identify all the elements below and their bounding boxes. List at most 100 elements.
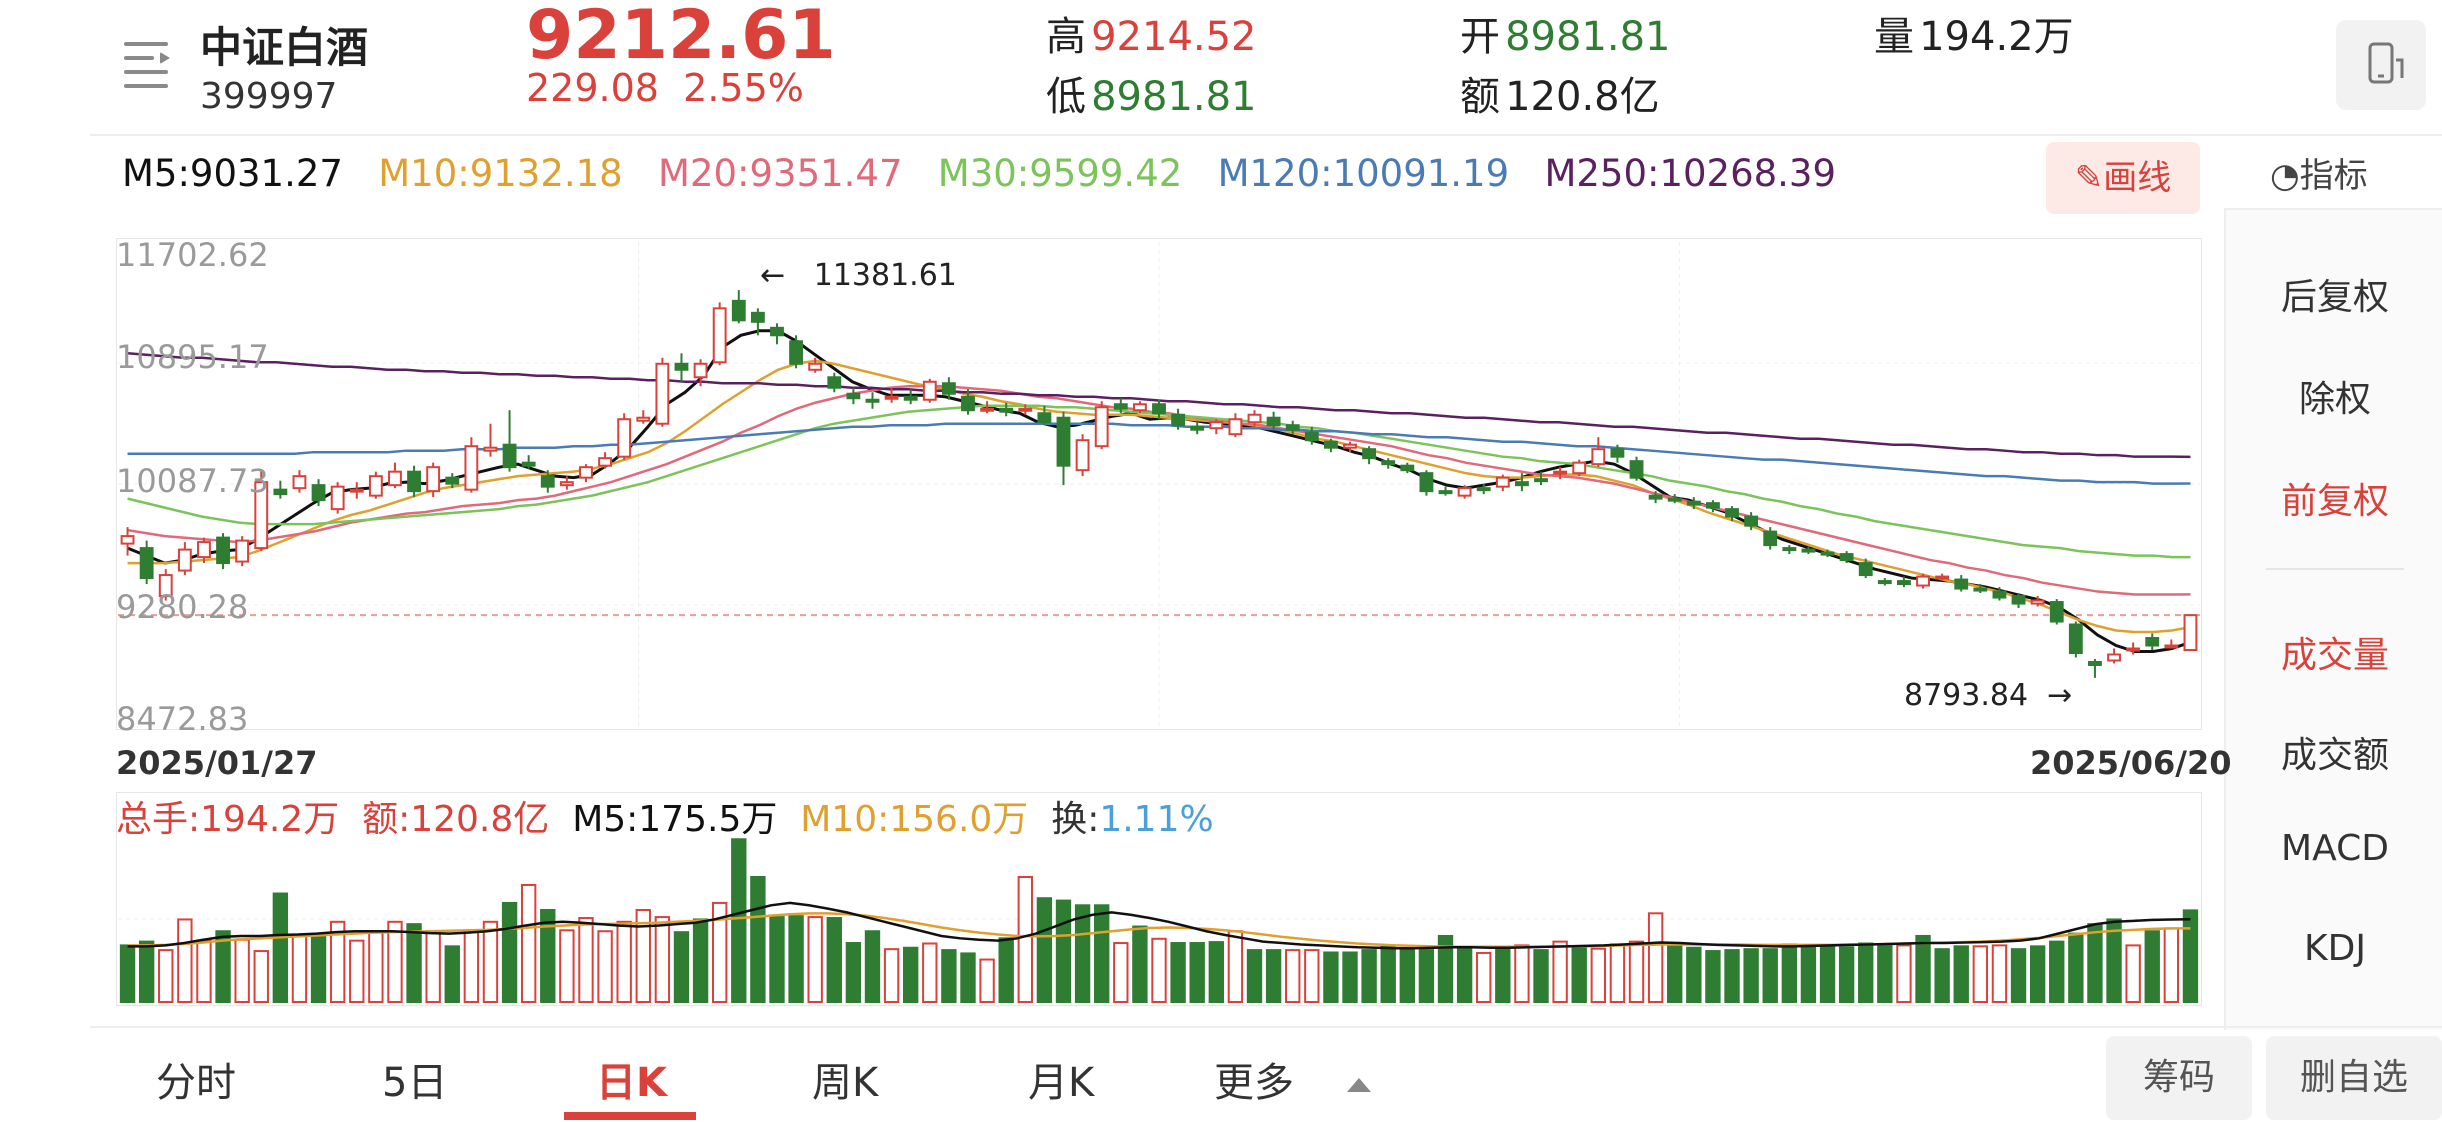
indicator-button[interactable]: ◔指标 [2270,148,2368,197]
indicator-label: 指标 [2299,156,2368,196]
side-item-ex-rights[interactable]: 除权 [2298,379,2371,420]
side-item-macd[interactable]: MACD [2281,828,2389,869]
volume-bar-down [2049,940,2065,1003]
tab-daily-k[interactable]: 日K [596,1060,667,1106]
volume-bar-up [1552,940,1568,1003]
volume-bar-up [979,958,995,1003]
tab-5day[interactable]: 5日 [382,1060,448,1106]
menu-lines-icon[interactable] [124,42,176,88]
last-price: 9212.61 [526,0,836,75]
volume-bar-down [1094,904,1110,1003]
candle-up [1495,476,1510,488]
volume-bar-down [1399,949,1415,1003]
candle-down [961,395,975,412]
volume-bar-down [941,949,957,1003]
candle-down [1839,553,1854,562]
candle-down [1992,590,2007,599]
tab-more[interactable]: 更多 [1214,1050,1371,1108]
candle-down [999,407,1014,413]
tab-intraday[interactable]: 分时 [156,1060,236,1106]
ma30-label: M30:9599.42 [937,152,1183,195]
candle-up [1916,575,1930,587]
candle-down [540,475,555,488]
volume-bar-down [1743,948,1759,1003]
volume-bar-up [711,901,728,1003]
tab-weekly-k[interactable]: 周K [812,1060,879,1106]
side-item-kdj[interactable]: KDJ [2304,928,2366,969]
amount-stat: 额 120.8亿 [1460,64,1660,122]
candle-down [1304,431,1319,442]
volume-bar-down [673,931,690,1003]
candle-down [1686,500,1701,506]
candle-up [1457,487,1472,497]
side-item-pre-adjust[interactable]: 前复权 [2280,481,2389,522]
candle-up [598,457,612,467]
volume-value: 194.2万 [1919,14,2074,60]
volume-bar-down [1724,949,1740,1003]
high-value: 9214.52 [1091,14,1257,60]
phone-rotate-button[interactable] [2336,20,2426,110]
candle-down [1400,464,1415,472]
volume-bar-up [329,920,346,1003]
candle-up [655,362,670,425]
candle-up [1591,448,1606,466]
candle-up [1572,461,1587,475]
gauge-icon: ◔ [2270,156,2300,196]
date-end: 2025/06/20 [2030,744,2232,782]
side-item-post-adjust[interactable]: 后复权 [2280,277,2389,318]
change-value: 229.08 [526,66,659,110]
volume-frame [116,792,2202,1006]
volume-amount: 额:120.8亿 [362,799,550,840]
side-divider [2266,568,2404,570]
volume-bar-down [1495,948,1511,1003]
candle-up [2183,614,2198,651]
volume-bar-down [406,923,422,1004]
candle-up [2030,599,2045,605]
volume-bar-up [1590,947,1607,1003]
volume-bar-up [635,909,651,1003]
volume-bar-down [1877,944,1893,1003]
draw-line-button[interactable]: ✎画线 [2046,142,2200,214]
ma-legend: M5:9031.27 M10:9132.18 M20:9351.47 M30:9… [122,152,1836,195]
candle-up [349,488,364,493]
tab-monthly-k[interactable]: 月K [1028,1060,1095,1106]
candle-down [1706,502,1720,509]
candle-down [1190,425,1205,431]
tab-more-label: 更多 [1214,1060,1294,1106]
side-item-amount[interactable]: 成交额 [2280,735,2389,776]
candle-down [1877,580,1892,585]
date-start: 2025/01/27 [116,744,318,782]
side-item-volume[interactable]: 成交量 [2280,635,2389,676]
candle-down [1610,448,1625,458]
volume-bar-down [1055,899,1072,1004]
volume-bar-down [998,937,1014,1004]
volume-bar-down [1265,949,1282,1003]
volume-bar-up [559,929,575,1003]
change-percent: 2.55% [683,66,804,110]
volume-bar-down [864,930,881,1004]
ma5-label: M5:9031.27 [122,152,343,195]
candle-up [235,539,250,563]
candle-up [922,380,937,401]
volume-bar-down [1208,941,1224,1004]
remove-watchlist-button[interactable]: 删自选 [2266,1036,2442,1120]
amount-value: 120.8亿 [1505,74,1660,120]
chips-button[interactable]: 筹码 [2106,1036,2252,1120]
volume-bar-down [788,915,804,1003]
volume-bar-up [807,916,823,1004]
volume-bar-down [1074,904,1091,1003]
candle-down [770,326,784,337]
ma250-label: M250:10268.39 [1544,152,1836,195]
volume-total: 总手:194.2万 [116,799,340,840]
candle-down [1648,494,1663,500]
min-price-value: 8793.84 [1904,678,2029,713]
candle-down [1514,481,1529,487]
volume-bar-down [119,944,136,1003]
candle-up [2107,653,2121,662]
volume-bar-up [177,918,193,1003]
volume-bar-down [1533,949,1549,1003]
low-label: 低 [1046,74,1086,120]
candle-down [311,484,326,502]
min-price-annotation: 8793.84 → [1904,678,2073,713]
